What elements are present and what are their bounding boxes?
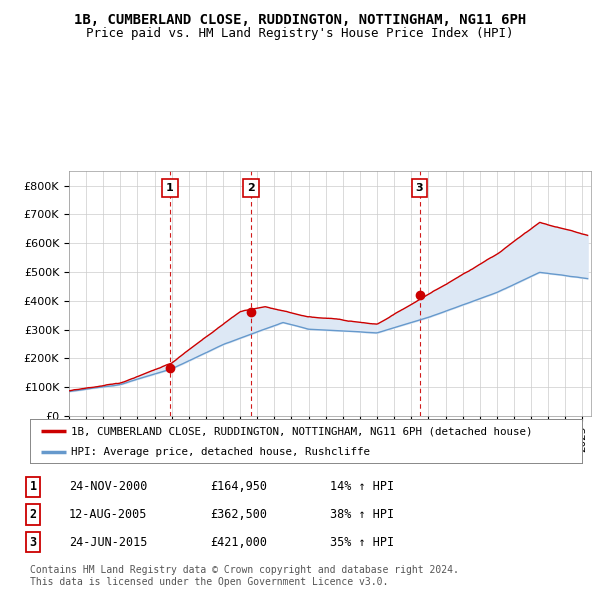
Text: HPI: Average price, detached house, Rushcliffe: HPI: Average price, detached house, Rush… <box>71 447 370 457</box>
Text: 35% ↑ HPI: 35% ↑ HPI <box>330 536 394 549</box>
Text: 1B, CUMBERLAND CLOSE, RUDDINGTON, NOTTINGHAM, NG11 6PH: 1B, CUMBERLAND CLOSE, RUDDINGTON, NOTTIN… <box>74 13 526 27</box>
Text: £164,950: £164,950 <box>210 480 267 493</box>
Text: £362,500: £362,500 <box>210 508 267 521</box>
Text: 12-AUG-2005: 12-AUG-2005 <box>69 508 148 521</box>
Text: Contains HM Land Registry data © Crown copyright and database right 2024.
This d: Contains HM Land Registry data © Crown c… <box>30 565 459 587</box>
Text: 38% ↑ HPI: 38% ↑ HPI <box>330 508 394 521</box>
Text: 24-NOV-2000: 24-NOV-2000 <box>69 480 148 493</box>
Text: 24-JUN-2015: 24-JUN-2015 <box>69 536 148 549</box>
Text: 1: 1 <box>166 183 174 194</box>
Text: £421,000: £421,000 <box>210 536 267 549</box>
Text: 2: 2 <box>247 183 254 194</box>
Text: 2: 2 <box>29 508 37 521</box>
Text: 3: 3 <box>416 183 424 194</box>
Text: Price paid vs. HM Land Registry's House Price Index (HPI): Price paid vs. HM Land Registry's House … <box>86 27 514 40</box>
Text: 1: 1 <box>29 480 37 493</box>
Text: 1B, CUMBERLAND CLOSE, RUDDINGTON, NOTTINGHAM, NG11 6PH (detached house): 1B, CUMBERLAND CLOSE, RUDDINGTON, NOTTIN… <box>71 427 533 436</box>
Text: 14% ↑ HPI: 14% ↑ HPI <box>330 480 394 493</box>
Text: 3: 3 <box>29 536 37 549</box>
